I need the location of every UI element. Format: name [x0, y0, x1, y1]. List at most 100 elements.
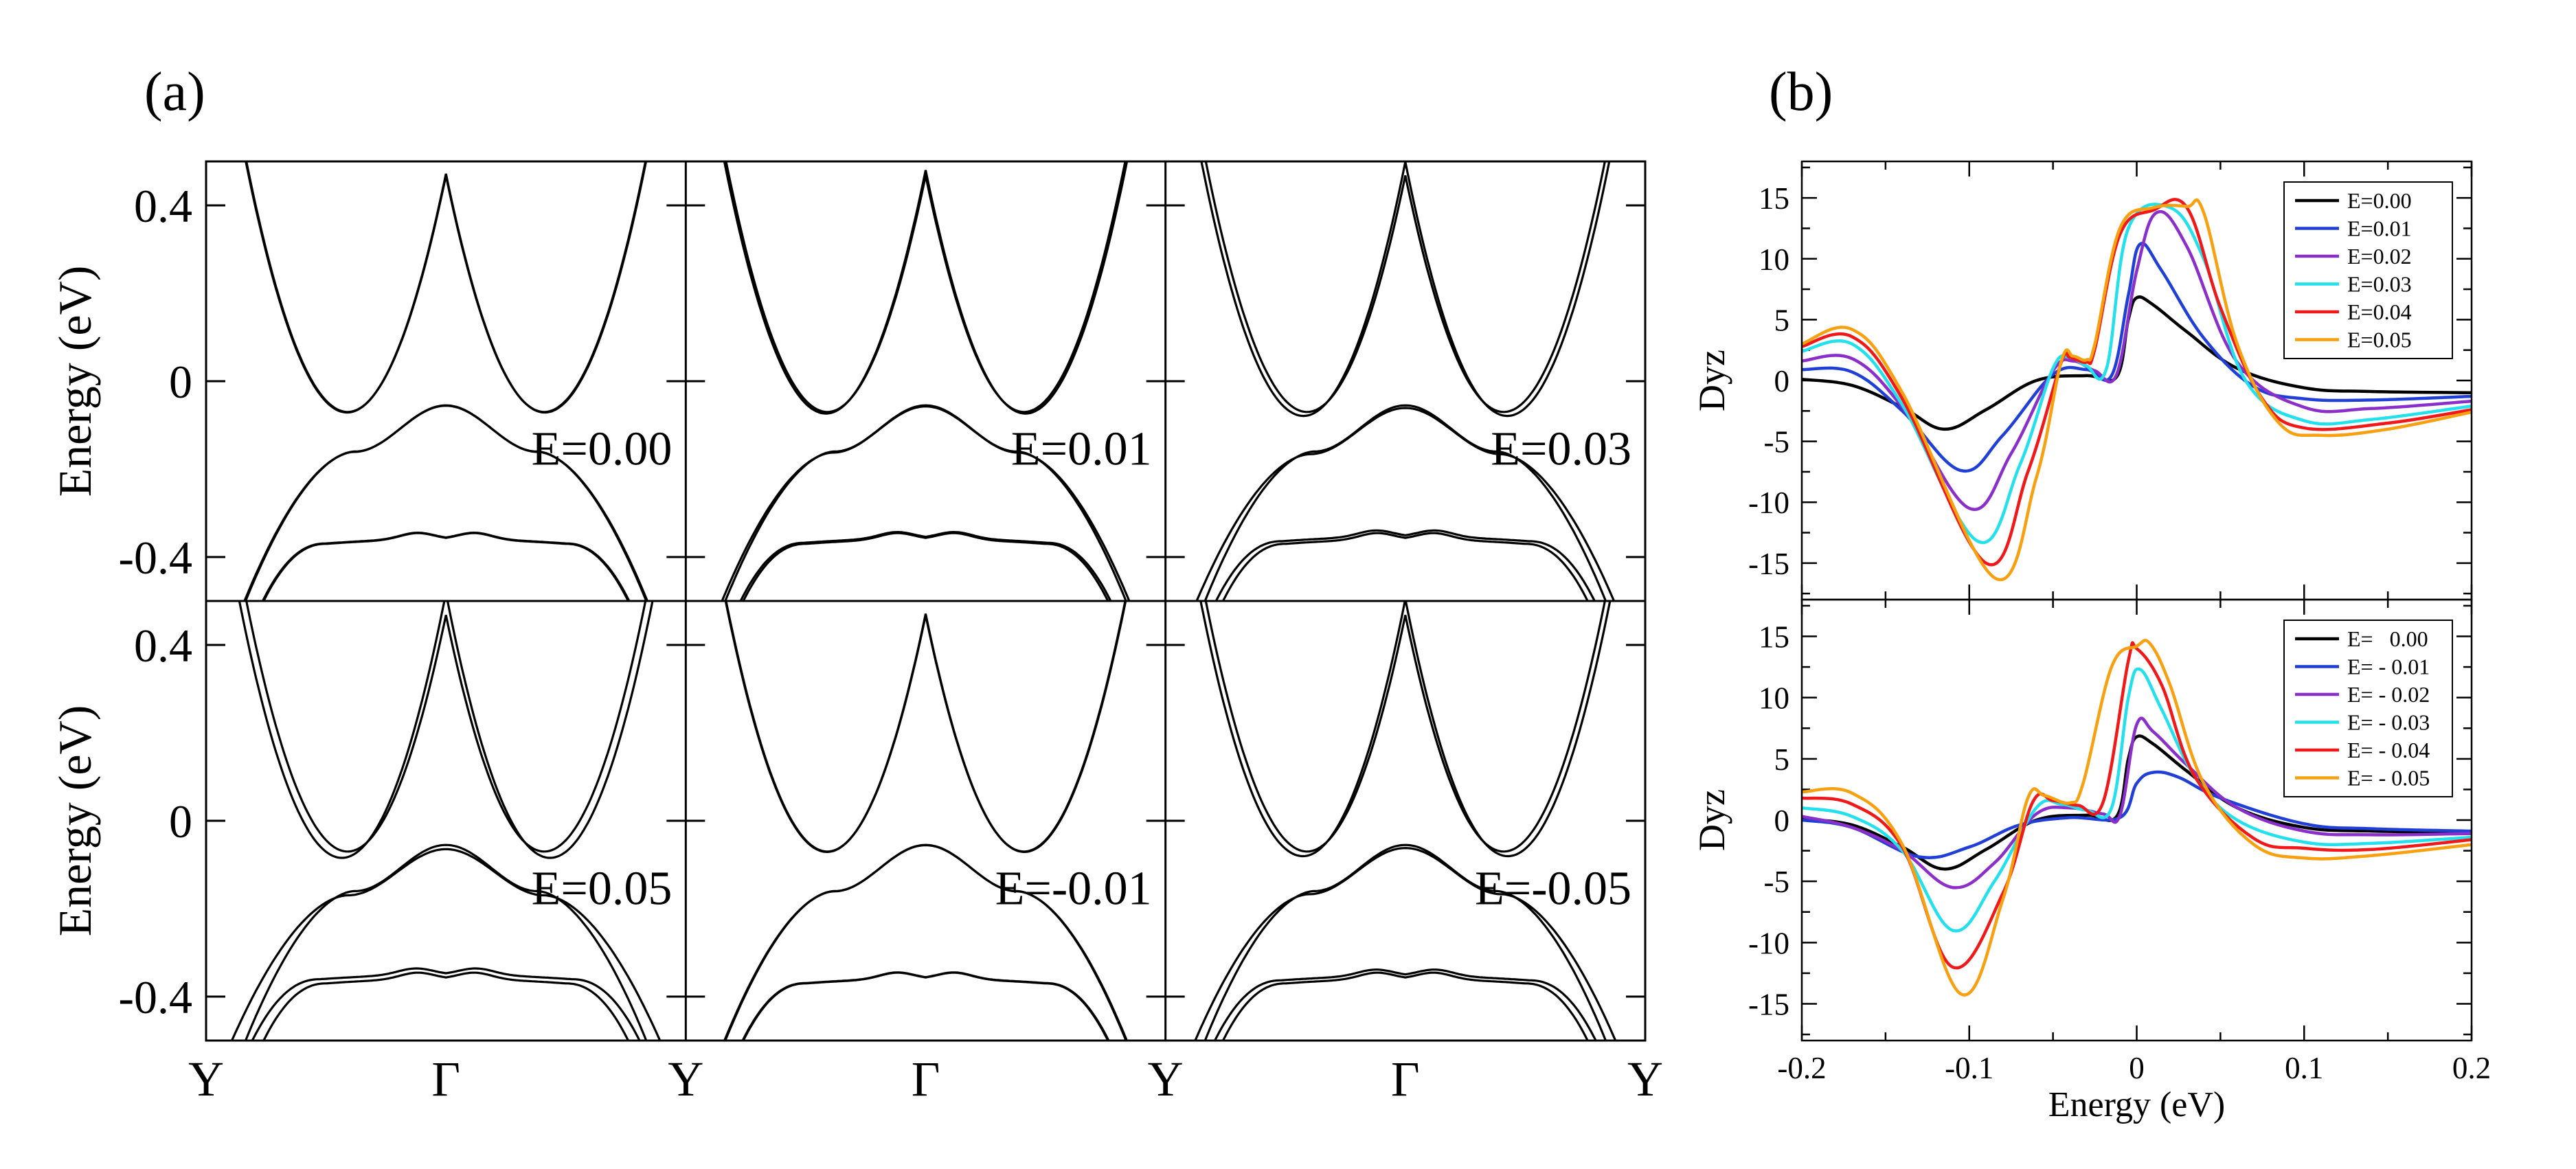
band-curves — [1195, 161, 1616, 601]
series-line — [1802, 716, 2472, 889]
lower-band-line — [1214, 529, 1596, 601]
k-point-label: Γ — [1391, 1052, 1420, 1106]
y-tick-label: 5 — [1774, 742, 1790, 777]
band-curves — [721, 161, 1131, 601]
y-tick-label: -15 — [1748, 988, 1789, 1022]
series-line — [1802, 770, 2472, 859]
electron-band-line — [725, 161, 1127, 413]
y-tick-label: 0 — [169, 795, 192, 848]
legend-box — [2283, 620, 2453, 797]
y-tick-label: -10 — [1748, 486, 1789, 520]
lower-band-line — [1221, 971, 1589, 1041]
series-line — [1802, 667, 2472, 933]
k-point-label: Y — [188, 1052, 224, 1106]
y-axis-label: Energy (eV) — [49, 266, 101, 497]
y-tick-label: 0 — [169, 356, 192, 408]
x-tick-label: -0.2 — [1777, 1051, 1826, 1085]
panel-label-b: (b) — [1769, 62, 1833, 122]
y-axis-label: Dyz — [1691, 789, 1732, 851]
y-tick-label: 15 — [1759, 181, 1789, 216]
dyz-curves — [1802, 198, 2472, 582]
y-tick-label: -10 — [1748, 926, 1789, 960]
lower-band-line — [262, 532, 630, 601]
band-annotation: E=0.05 — [532, 863, 673, 916]
band-subpanel: E=-0.01 — [686, 601, 1166, 1041]
series-line — [1802, 734, 2472, 871]
hole-band-line — [243, 405, 649, 601]
legend-label: E=0.01 — [2347, 216, 2412, 241]
lower-band-line — [261, 531, 631, 601]
x-tick-label: -0.1 — [1945, 1051, 1993, 1085]
legend-label: E=0.00 — [2347, 188, 2412, 213]
band-annotation: E=0.01 — [1011, 423, 1152, 476]
band-subpanel: E=0.01 — [686, 161, 1166, 601]
y-tick-label: -5 — [1764, 865, 1790, 899]
electron-band-line — [723, 161, 1129, 415]
electron-band-line — [245, 161, 648, 414]
legend-label: E=0.02 — [2347, 244, 2412, 269]
y-tick-label: 10 — [1759, 681, 1789, 716]
y-tick-label: 0.4 — [134, 180, 192, 232]
x-tick-label: 0 — [2129, 1051, 2145, 1085]
y-tick-label: -0.4 — [118, 532, 192, 584]
legend-label: E= - 0.01 — [2347, 655, 2430, 679]
electron-band-line — [238, 601, 654, 859]
x-axis-label: Energy (eV) — [2048, 1085, 2226, 1124]
k-point-label: Y — [668, 1052, 703, 1106]
k-point-label: Y — [1148, 1052, 1184, 1106]
y-tick-label: 15 — [1759, 620, 1789, 655]
lower-band-line — [739, 530, 1112, 601]
y-tick-label: -15 — [1748, 547, 1789, 581]
hole-band-line — [723, 843, 1129, 1041]
series-line — [1802, 638, 2472, 997]
y-tick-label: -5 — [1764, 425, 1790, 459]
y-tick-label: 0 — [1774, 804, 1790, 838]
band-subpanel: E=0.03 — [1165, 161, 1645, 601]
y-axis-label: Dyz — [1691, 350, 1732, 411]
legend-label: E=0.03 — [2347, 272, 2412, 297]
hole-band-line — [721, 405, 1131, 601]
y-tick-label: 0 — [1774, 364, 1790, 398]
lower-band-line — [741, 971, 1110, 1041]
band-curves — [243, 161, 649, 601]
electron-band-line — [245, 601, 647, 853]
hole-band-line — [230, 848, 662, 1041]
series-line — [1802, 198, 2472, 582]
band-curves — [1194, 601, 1617, 1041]
lower-band-line — [1221, 532, 1589, 601]
electron-band-line — [245, 161, 647, 413]
band-subpanel: E=0.00 — [206, 161, 686, 601]
dyz-plots: 15 10 5 0 -5 -10 -15 Dyz E=0.00 E=0.01 E=0.02 E=0.0… — [1691, 160, 2491, 1124]
band-subpanel: E=0.05 — [206, 601, 686, 1041]
panel-label-a: (a) — [144, 62, 205, 122]
legend-box — [2283, 181, 2453, 359]
dyz-panel: 15 10 5 0 -5 -10 -15 Dyz E=0.00 E=0.01 E=0.02 E=0.0… — [1691, 160, 2473, 601]
hole-band-line — [1204, 404, 1607, 601]
electron-band-line — [1200, 161, 1611, 418]
k-point-label: Γ — [431, 1052, 460, 1106]
hole-band-line — [244, 843, 648, 1041]
y-tick-label: 5 — [1774, 303, 1790, 337]
band-annotation: E=0.03 — [1491, 423, 1631, 476]
series-line — [1802, 242, 2472, 473]
hole-band-line — [1194, 847, 1617, 1041]
band-annotation: E=-0.01 — [995, 863, 1152, 916]
dyz-panel: 15 10 5 0 -5 -10 -15 Dyz E= 0.00 E= - 0.01 E= - 0.… — [1691, 598, 2491, 1124]
band-annotation: E=0.00 — [532, 423, 673, 476]
y-tick-label: 0.4 — [134, 620, 192, 672]
lower-band-line — [251, 967, 641, 1041]
x-tick-label: 0.2 — [2452, 1051, 2491, 1085]
legend-label: E= - 0.04 — [2347, 738, 2430, 762]
band-curves — [230, 601, 662, 1041]
hole-band-line — [1195, 407, 1616, 601]
band-subpanel: E=-0.05 — [1165, 601, 1645, 1041]
dyz-curves — [1802, 638, 2472, 997]
band-annotation: E=-0.05 — [1475, 863, 1631, 916]
lower-band-line — [1213, 968, 1597, 1041]
legend-label: E=0.04 — [2347, 299, 2412, 324]
hole-band-line — [1204, 843, 1607, 1041]
lower-band-line — [262, 971, 630, 1041]
x-tick-label: 0.1 — [2285, 1051, 2323, 1085]
y-tick-label: -0.4 — [118, 971, 192, 1023]
electron-band-line — [724, 601, 1127, 854]
